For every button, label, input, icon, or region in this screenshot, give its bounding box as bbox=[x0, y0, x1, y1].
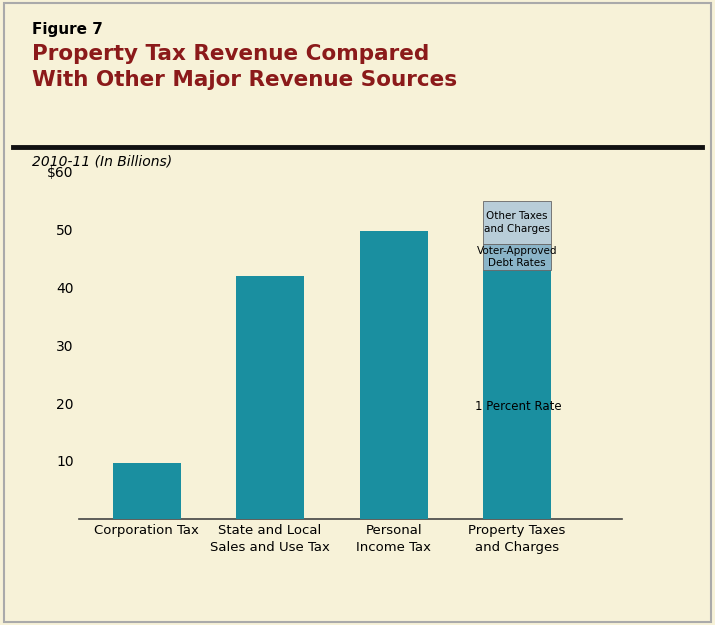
Text: With Other Major Revenue Sources: With Other Major Revenue Sources bbox=[32, 70, 458, 90]
Text: Voter-Approved
Debt Rates: Voter-Approved Debt Rates bbox=[477, 246, 557, 268]
Bar bbox=[360, 231, 428, 519]
Text: Property Tax Revenue Compared: Property Tax Revenue Compared bbox=[32, 44, 430, 64]
Bar bbox=[112, 463, 180, 519]
Text: 1 Percent Rate: 1 Percent Rate bbox=[475, 401, 561, 413]
Text: 2010-11 (In Billions): 2010-11 (In Billions) bbox=[32, 154, 172, 168]
Bar bbox=[483, 244, 551, 270]
Bar bbox=[236, 276, 304, 519]
Bar bbox=[483, 270, 551, 519]
Bar bbox=[483, 201, 551, 244]
Text: Figure 7: Figure 7 bbox=[32, 22, 103, 37]
Text: Other Taxes
and Charges: Other Taxes and Charges bbox=[484, 211, 550, 234]
